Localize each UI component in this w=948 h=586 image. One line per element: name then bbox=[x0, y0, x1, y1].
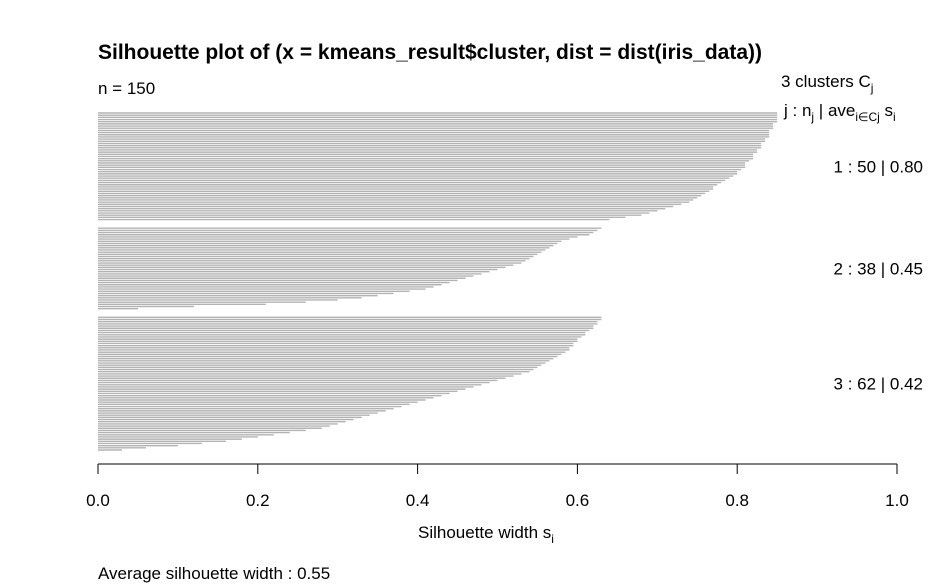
average-silhouette-width: Average silhouette width : 0.55 bbox=[98, 564, 330, 583]
x-tick-label-4: 0.8 bbox=[725, 491, 749, 510]
x-tick-label-2: 0.4 bbox=[406, 491, 430, 510]
cluster-labels: 1 : 50 | 0.80 2 : 38 | 0.45 3 : 62 | 0.42 bbox=[834, 157, 923, 393]
silhouette-bars bbox=[98, 112, 778, 451]
legend-header-columns: j : nj | avei∈Cj si bbox=[783, 101, 896, 124]
x-tick-label-5: 1.0 bbox=[885, 491, 909, 510]
x-axis-label: Silhouette width si bbox=[418, 523, 554, 546]
legend-header-clusters: 3 clusters Cj bbox=[781, 72, 873, 95]
n-label: n = 150 bbox=[98, 79, 155, 98]
x-tick-label-0: 0.0 bbox=[86, 491, 110, 510]
chart-title: Silhouette plot of (x = kmeans_result$cl… bbox=[98, 41, 762, 64]
cluster-label-1: 1 : 50 | 0.80 bbox=[834, 157, 923, 176]
x-axis: 0.0 0.2 0.4 0.6 0.8 1.0 bbox=[86, 463, 909, 510]
cluster-label-2: 2 : 38 | 0.45 bbox=[834, 259, 923, 278]
x-tick-label-1: 0.2 bbox=[246, 491, 270, 510]
cluster-label-3: 3 : 62 | 0.42 bbox=[834, 375, 923, 394]
x-tick-label-3: 0.6 bbox=[566, 491, 590, 510]
